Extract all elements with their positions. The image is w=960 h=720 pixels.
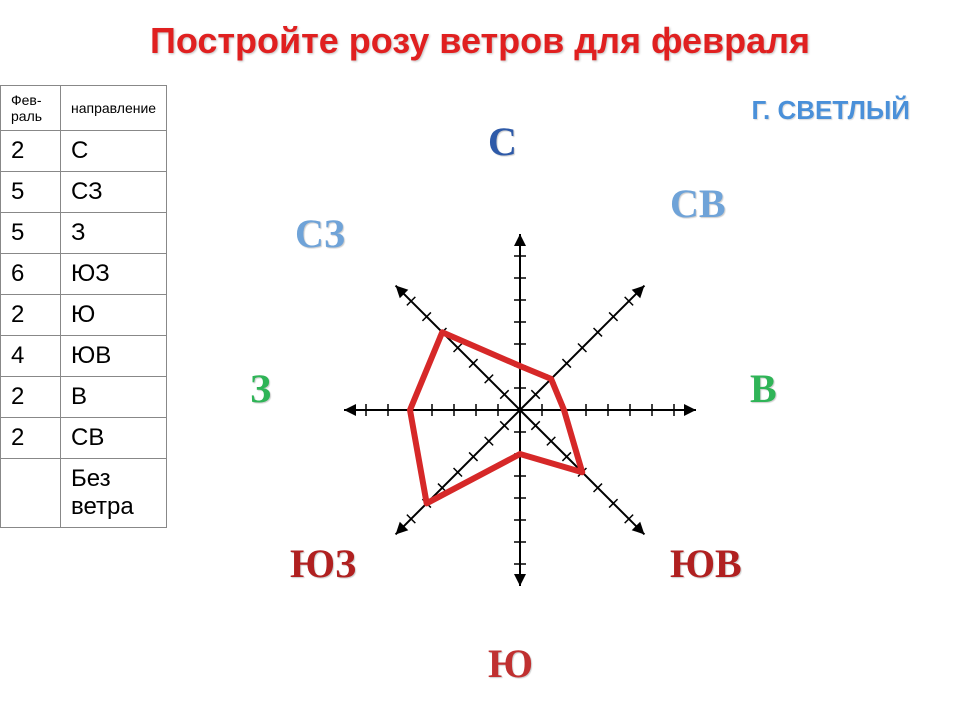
direction-label-ЮЗ: ЮЗ	[290, 540, 356, 587]
table-row: 2С	[1, 131, 167, 172]
cell-count: 6	[1, 254, 61, 295]
subtitle-city: Г. СВЕТЛЫЙ	[752, 95, 910, 126]
cell-count	[1, 459, 61, 528]
cell-count: 2	[1, 295, 61, 336]
cell-direction: С	[61, 131, 167, 172]
cell-direction: СЗ	[61, 172, 167, 213]
wind-data-table: Фев-раль направление 2С5СЗ5З6ЮЗ2Ю4ЮВ2В2С…	[0, 85, 167, 528]
cell-count: 2	[1, 377, 61, 418]
cell-direction: Ю	[61, 295, 167, 336]
table-body: 2С5СЗ5З6ЮЗ2Ю4ЮВ2В2СВБез ветра	[1, 131, 167, 528]
direction-label-С: С	[488, 118, 517, 165]
direction-label-З: З	[250, 365, 271, 412]
table-row: 5З	[1, 213, 167, 254]
cell-count: 5	[1, 172, 61, 213]
table-header-month: Фев-раль	[1, 86, 61, 131]
table-row: 5СЗ	[1, 172, 167, 213]
cell-direction: ЮВ	[61, 336, 167, 377]
page-title: Постройте розу ветров для февраля	[150, 20, 810, 62]
direction-label-ЮВ: ЮВ	[670, 540, 742, 587]
cell-count: 2	[1, 418, 61, 459]
cell-direction: СВ	[61, 418, 167, 459]
direction-label-Ю: Ю	[488, 640, 533, 687]
table-row: 2Ю	[1, 295, 167, 336]
wind-rose-chart: ССВВЮВЮЮЗЗСЗ	[240, 130, 800, 690]
cell-direction: Без ветра	[61, 459, 167, 528]
table-row: Без ветра	[1, 459, 167, 528]
table-row: 6ЮЗ	[1, 254, 167, 295]
cell-direction: В	[61, 377, 167, 418]
cell-direction: ЮЗ	[61, 254, 167, 295]
direction-label-СЗ: СЗ	[295, 210, 345, 257]
table-row: 2СВ	[1, 418, 167, 459]
table-header-direction: направление	[61, 86, 167, 131]
table-row: 4ЮВ	[1, 336, 167, 377]
table-row: 2В	[1, 377, 167, 418]
cell-direction: З	[61, 213, 167, 254]
cell-count: 2	[1, 131, 61, 172]
direction-label-В: В	[750, 365, 777, 412]
cell-count: 4	[1, 336, 61, 377]
direction-label-СВ: СВ	[670, 180, 726, 227]
cell-count: 5	[1, 213, 61, 254]
